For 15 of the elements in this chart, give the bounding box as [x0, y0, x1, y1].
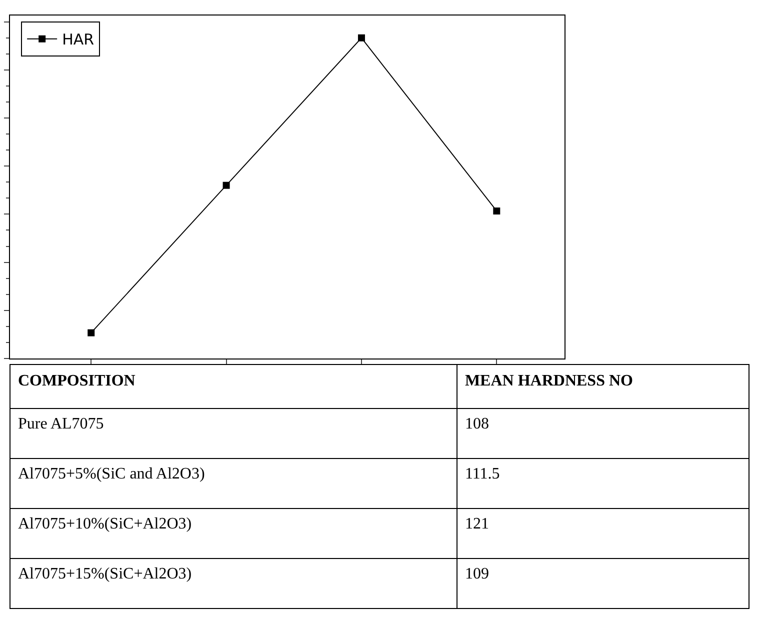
- point: [222, 182, 230, 189]
- text: MEAN HARDNESS NO: [464, 372, 633, 390]
- text: 109: [464, 566, 489, 583]
- text: COMPOSITION: [18, 372, 136, 390]
- text: 121: [464, 516, 489, 533]
- text: Al7075+10%(SiC+Al2O3): [18, 516, 192, 533]
- point: [358, 34, 365, 42]
- point: [493, 207, 500, 214]
- point: [88, 329, 95, 336]
- text: Al7075+15%(SiC+Al2O3): [18, 566, 192, 583]
- text: Al7075+5%(SiC and Al2O3): [18, 466, 205, 483]
- text: 108: [464, 416, 489, 433]
- legend-label: HAR: [62, 30, 94, 49]
- text: 111.5: [464, 466, 500, 483]
- text: Pure AL7075: [18, 416, 104, 433]
